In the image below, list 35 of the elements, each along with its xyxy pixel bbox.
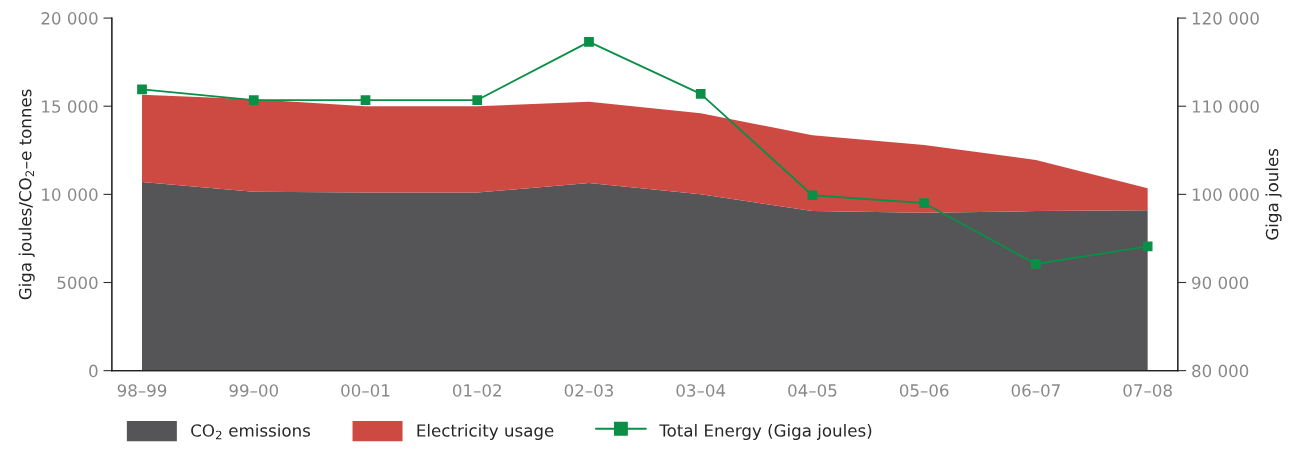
point <box>472 95 483 105</box>
y2-tick-label: 110 000 <box>1192 100 1259 113</box>
x-tick-label: 99–00 <box>229 384 279 397</box>
y2-tick-label: 90 000 <box>1192 276 1249 290</box>
point <box>248 95 259 105</box>
y-axis-title: Giga joules/CO$_{2}$–e tonnes <box>18 89 35 300</box>
y-tick-label: 0 <box>89 364 98 378</box>
x-tick-label: 00–01 <box>341 384 390 397</box>
y-tick-label: 15 000 <box>42 100 98 113</box>
x-tick-label: 04–05 <box>788 384 837 397</box>
y2-tick-label: 80 000 <box>1192 364 1249 378</box>
x-tick-label: 98–99 <box>117 384 167 397</box>
point <box>1031 259 1041 269</box>
point <box>137 84 147 95</box>
y-tick-label: 20 000 <box>41 12 98 25</box>
point <box>695 89 706 99</box>
x-tick-label: 01–02 <box>452 384 501 397</box>
legend-label: Electricity usage <box>417 423 554 441</box>
point <box>584 37 594 47</box>
point <box>919 198 930 209</box>
y2-tick-label: 120 000 <box>1192 12 1259 25</box>
x-tick-label: 05–06 <box>899 384 949 397</box>
y-tick-label: 5000 <box>57 276 98 290</box>
x-tick-label: 02–03 <box>564 384 614 397</box>
y2-tick-label: 100 000 <box>1192 188 1259 201</box>
legend-label: Total Energy (Giga joules) <box>659 423 872 441</box>
point <box>807 190 818 201</box>
x-tick-label: 07–08 <box>1123 384 1172 397</box>
x-tick-label: 03–04 <box>676 384 726 397</box>
y2-axis-title: Giga joules <box>1265 148 1282 240</box>
x-tick-label: 06–07 <box>1011 384 1060 397</box>
point <box>360 95 371 105</box>
point <box>1142 241 1153 252</box>
y-tick-label: 10 000 <box>42 188 98 201</box>
legend-label: CO$_{2}$ emissions <box>191 423 311 440</box>
